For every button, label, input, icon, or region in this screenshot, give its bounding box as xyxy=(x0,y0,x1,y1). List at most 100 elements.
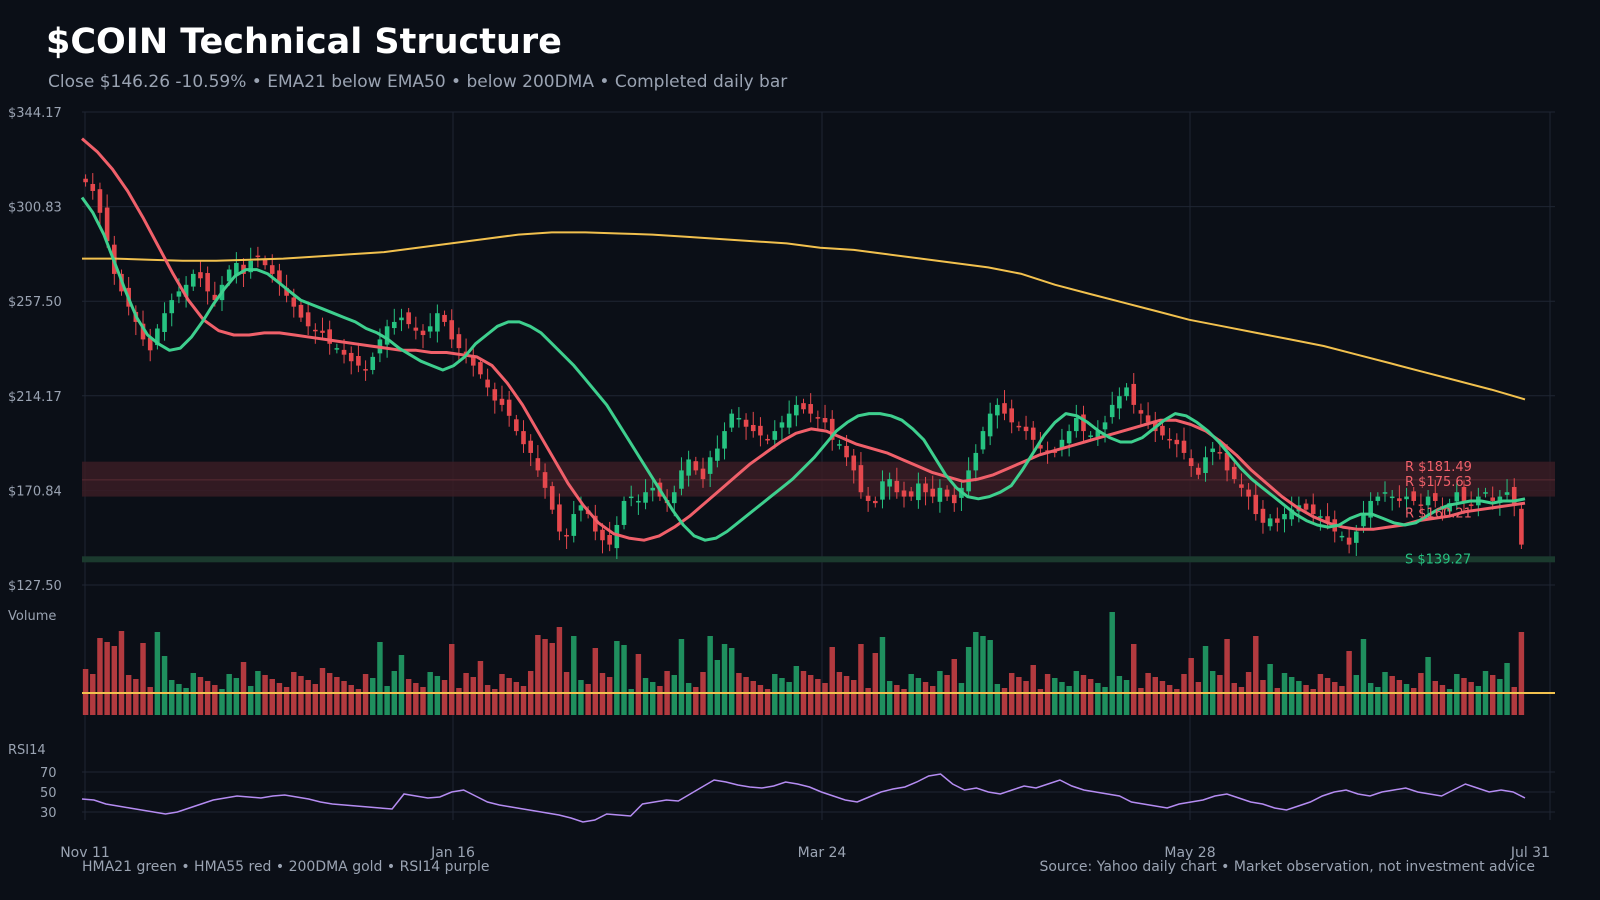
volume-bar xyxy=(420,687,426,715)
candle-body xyxy=(341,349,347,355)
volume-bar xyxy=(247,686,254,715)
candle-body xyxy=(542,472,548,488)
volume-bar xyxy=(183,688,189,715)
volume-bar xyxy=(125,675,132,715)
candle-body xyxy=(1059,439,1065,448)
candle-body xyxy=(399,317,404,321)
volume-bar xyxy=(499,674,505,715)
volume-bar xyxy=(944,675,950,715)
candle-body xyxy=(844,445,849,458)
volume-bar xyxy=(886,681,893,715)
volume-bar xyxy=(1188,658,1194,715)
volume-bar xyxy=(707,636,713,715)
volume-bar xyxy=(1303,685,1309,715)
volume-bar xyxy=(1396,680,1403,715)
volume-bar xyxy=(384,686,390,715)
volume-bar xyxy=(807,675,814,715)
volume-bar xyxy=(592,648,599,715)
price-tick-label: $344.17 xyxy=(8,106,62,121)
candle-body xyxy=(1318,516,1323,518)
candle-body xyxy=(1196,467,1201,475)
volume-bar xyxy=(262,675,268,715)
candle-body xyxy=(758,425,763,436)
volume-bar xyxy=(492,689,498,715)
candle-body xyxy=(262,259,268,266)
candle-body xyxy=(521,431,526,445)
candle-body xyxy=(305,312,311,327)
candle-body xyxy=(765,438,770,441)
candle-body xyxy=(636,500,641,503)
volume-bar xyxy=(1123,680,1130,715)
candle-body xyxy=(1511,486,1517,506)
volume-bar xyxy=(908,674,914,715)
candle-body xyxy=(980,431,986,450)
volume-bar xyxy=(1102,687,1108,715)
candle-body xyxy=(1009,408,1014,423)
volume-bar xyxy=(118,631,125,715)
candle-body xyxy=(435,313,440,332)
volume-bar xyxy=(219,689,225,715)
candle-body xyxy=(1411,491,1417,501)
volume-bar xyxy=(147,687,153,715)
volume-bar xyxy=(642,678,649,715)
rsi-tick-label: 70 xyxy=(40,766,57,781)
candle-body xyxy=(1160,425,1165,436)
candle-body xyxy=(456,334,462,349)
volume-bar xyxy=(484,685,491,715)
candle-body xyxy=(614,524,620,549)
volume-bar xyxy=(1339,686,1345,715)
volume-bar xyxy=(843,676,850,715)
candle-body xyxy=(255,255,261,258)
candle-body xyxy=(327,329,332,344)
candle-body xyxy=(1447,503,1452,512)
candle-body xyxy=(470,356,476,366)
candle-body xyxy=(930,488,936,497)
candle-body xyxy=(1023,426,1029,432)
volume-bar xyxy=(362,674,369,715)
volume-bar xyxy=(1231,683,1237,715)
volume-bar xyxy=(1410,688,1417,715)
price-axis: $344.17 $300.83 $257.50 $214.17 $170.84 $127.… xyxy=(8,106,62,594)
candle-body xyxy=(880,481,885,500)
candle-body xyxy=(1368,500,1373,518)
volume-bar xyxy=(276,683,283,715)
candle-body xyxy=(686,459,691,476)
candle-body xyxy=(1217,452,1223,454)
candle-body xyxy=(284,287,289,296)
candle-body xyxy=(1138,410,1144,414)
candle-body xyxy=(894,480,900,493)
candle-body xyxy=(1066,431,1072,444)
volume-bar xyxy=(355,689,362,715)
volume-bar xyxy=(1238,687,1245,715)
candle-body xyxy=(1303,503,1309,510)
candle-body xyxy=(951,494,957,504)
candle-body xyxy=(916,483,921,501)
footer-legend: HMA21 green • HMA55 red • 200DMA gold • … xyxy=(82,859,490,875)
candle-body xyxy=(384,326,390,345)
support-zone xyxy=(82,556,1555,563)
chart-subtitle: Close $146.26 -10.59% • EMA21 below EMA5… xyxy=(48,72,788,92)
candle-body xyxy=(1468,504,1474,506)
volume-bar xyxy=(1310,689,1316,715)
candle-body xyxy=(600,529,605,541)
volume-bar xyxy=(872,653,879,715)
moving-averages xyxy=(80,137,1526,542)
volume-bar xyxy=(958,683,965,715)
candle-body xyxy=(1454,492,1460,502)
candle-body xyxy=(1016,425,1022,428)
candle-body xyxy=(1397,498,1402,501)
footer-source: Source: Yahoo daily chart • Market obser… xyxy=(1039,859,1535,875)
candle-body xyxy=(1145,415,1151,423)
volume-bar xyxy=(1267,664,1273,715)
volume-bar xyxy=(1288,677,1295,715)
resistance-zone xyxy=(82,461,1555,497)
volume-bar xyxy=(1375,687,1381,715)
volume-bar xyxy=(197,677,204,715)
volume-bar xyxy=(571,636,577,715)
volume-bar xyxy=(793,666,800,715)
candle-body xyxy=(1002,403,1007,414)
volume-bar xyxy=(212,685,218,715)
candle-body xyxy=(413,327,419,331)
volume-bar xyxy=(1468,682,1474,715)
